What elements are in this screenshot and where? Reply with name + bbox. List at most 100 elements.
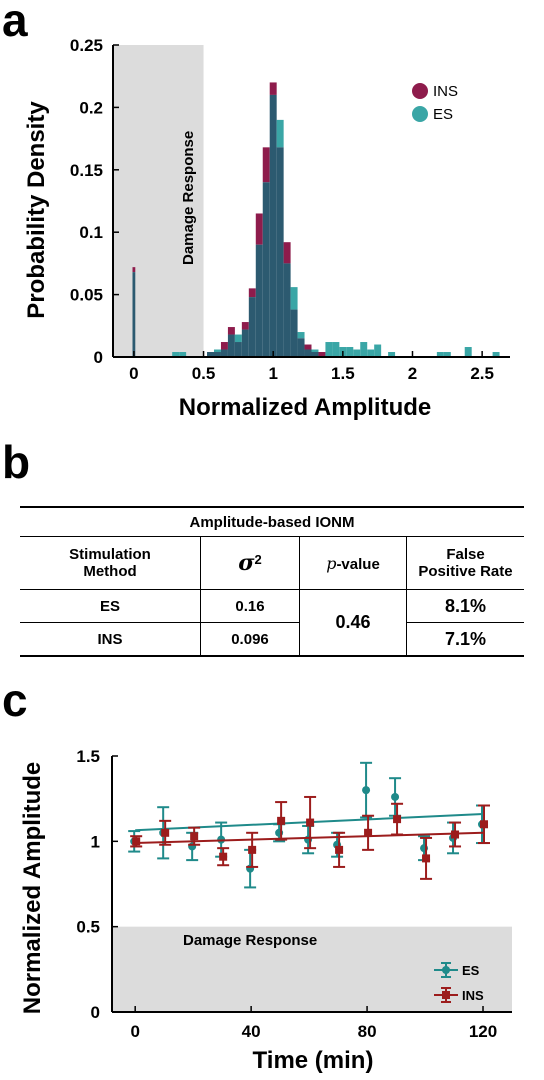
histogram-bar-es bbox=[346, 347, 354, 357]
histogram-bar-es bbox=[297, 332, 305, 339]
cell-variance-ins: 0.096 bbox=[200, 622, 300, 657]
histogram-bar-ins bbox=[255, 213, 263, 245]
histogram-bar-overlap bbox=[304, 349, 312, 357]
histogram-bar-ins bbox=[318, 352, 326, 357]
histogram-bar-ins bbox=[248, 288, 256, 298]
histogram-bar-es bbox=[276, 119, 284, 148]
histogram-bar-overlap bbox=[234, 342, 242, 357]
cell-fpr-es: 8.1% bbox=[406, 589, 524, 623]
histogram-bar-overlap bbox=[276, 147, 284, 357]
table-row-ins: INS 0.096 7.1% bbox=[20, 622, 524, 657]
data-point-es bbox=[391, 792, 400, 801]
header-method-line1: Stimulation bbox=[69, 546, 151, 563]
histogram-bar-overlap bbox=[311, 352, 319, 357]
p-symbol: p bbox=[326, 553, 337, 573]
histogram-bar-es bbox=[172, 352, 180, 357]
x-tick-label-a: 2.5 bbox=[470, 364, 494, 383]
damage-response-label-a: Damage Response bbox=[180, 131, 197, 265]
histogram-bar-overlap bbox=[213, 352, 221, 357]
data-point-ins bbox=[364, 828, 373, 837]
histogram-bar-es bbox=[436, 352, 444, 357]
panel-letter-c: c bbox=[2, 674, 28, 726]
y-axis-title-a: Probability Density bbox=[23, 101, 50, 319]
cell-variance-es: 0.16 bbox=[200, 589, 300, 623]
table-header-row: Stimulation Method σ2 p-value False Posi… bbox=[20, 536, 524, 590]
y-tick-label-a: 0.15 bbox=[70, 161, 103, 180]
histogram-bar-ins bbox=[220, 342, 228, 350]
histogram-bar-es bbox=[367, 349, 375, 357]
x-axis-title-a: Normalized Amplitude bbox=[179, 394, 431, 421]
data-point-ins bbox=[422, 854, 431, 863]
data-point-ins bbox=[451, 830, 460, 839]
histogram-bar-es bbox=[179, 352, 187, 357]
timecourse-chart: c Damage Response 0 0.5 1 1.5 0 40 80 120 ES INS… bbox=[2, 674, 512, 1074]
histogram-bar-overlap bbox=[255, 244, 263, 357]
histogram-bar-es bbox=[325, 342, 333, 357]
header-pvalue: p-value bbox=[299, 536, 407, 590]
histogram-bar-overlap bbox=[227, 334, 235, 357]
x-tick-label-a: 1.5 bbox=[331, 364, 355, 383]
legend-swatch-ins bbox=[412, 83, 428, 99]
legend-swatch-es bbox=[412, 106, 428, 122]
data-point-ins bbox=[277, 816, 286, 825]
data-point-ins bbox=[306, 818, 315, 827]
y-tick-label-a: 0.1 bbox=[79, 223, 103, 242]
histogram-bar-es bbox=[374, 344, 382, 357]
ionm-table: Amplitude-based IONM Stimulation Method … bbox=[20, 506, 524, 657]
histogram-bar-overlap bbox=[248, 297, 256, 357]
histogram-bar-ins bbox=[262, 147, 270, 183]
damage-response-label-c: Damage Response bbox=[183, 932, 317, 949]
histogram-bar-es bbox=[290, 287, 298, 310]
histogram-bar-es bbox=[234, 334, 242, 343]
histogram-bar-ins bbox=[269, 82, 277, 95]
x-tick-label-a: 1 bbox=[268, 364, 277, 383]
histogram-bar-ins bbox=[283, 242, 291, 264]
x-tick-label-c: 80 bbox=[358, 1022, 377, 1041]
x-tick-label-c: 40 bbox=[242, 1022, 261, 1041]
table-caption-row: Amplitude-based IONM bbox=[20, 506, 524, 537]
histogram-bar-overlap bbox=[220, 349, 228, 357]
panel-letter-a: a bbox=[2, 0, 28, 46]
histogram-bar-overlap bbox=[262, 182, 270, 357]
histogram-bar-es bbox=[492, 352, 500, 357]
y-tick-label-c: 1.5 bbox=[76, 747, 100, 766]
y-tick-label-c: 0.5 bbox=[76, 918, 100, 937]
histogram-bar-overlap bbox=[132, 272, 136, 357]
cell-method-es: ES bbox=[20, 589, 201, 623]
legend-marker-es bbox=[442, 966, 450, 974]
x-tick-label-a: 0 bbox=[129, 364, 138, 383]
x-axis-title-c: Time (min) bbox=[253, 1047, 374, 1074]
y-tick-label-a: 0.05 bbox=[70, 286, 103, 305]
data-point-ins bbox=[161, 828, 170, 837]
header-method-line2: Method bbox=[83, 563, 137, 580]
histogram-bar-overlap bbox=[207, 352, 214, 357]
sigma-exponent: 2 bbox=[254, 552, 262, 567]
histogram-bar-es bbox=[464, 347, 472, 357]
y-tick-label-a: 0.25 bbox=[70, 36, 103, 55]
legend-a: INS ES bbox=[412, 83, 458, 123]
data-point-ins bbox=[480, 820, 489, 829]
legend-label-es-c: ES bbox=[462, 963, 480, 978]
data-point-ins bbox=[190, 832, 199, 841]
histogram-bar-es bbox=[388, 352, 396, 357]
legend-label-ins-c: INS bbox=[462, 988, 484, 1003]
histogram-bar-es bbox=[443, 352, 451, 357]
y-tick-label-a: 0 bbox=[94, 348, 103, 367]
header-sigma: σ2 bbox=[200, 536, 300, 590]
panel-letter-b-svg: b bbox=[2, 436, 30, 488]
histogram-chart: a Damage Response 0 0.05 0.1 0.15 0.2 0.25 0 0.… bbox=[2, 0, 510, 421]
x-tick-label-c: 120 bbox=[469, 1022, 497, 1041]
header-fpr: False Positive Rate bbox=[406, 536, 524, 590]
legend-label-es: ES bbox=[433, 106, 453, 123]
histogram-bar-overlap bbox=[269, 94, 277, 358]
data-point-ins bbox=[393, 815, 402, 824]
data-point-ins bbox=[219, 852, 228, 861]
cell-fpr-ins: 7.1% bbox=[406, 622, 524, 657]
p-suffix: -value bbox=[336, 555, 380, 573]
cell-method-ins: INS bbox=[20, 622, 201, 657]
histogram-bar-overlap bbox=[241, 329, 249, 357]
y-tick-label-c: 0 bbox=[91, 1003, 100, 1022]
histogram-bar-es bbox=[360, 342, 368, 357]
y-tick-label-a: 0.2 bbox=[79, 98, 103, 117]
x-tick-label-c: 0 bbox=[130, 1022, 139, 1041]
